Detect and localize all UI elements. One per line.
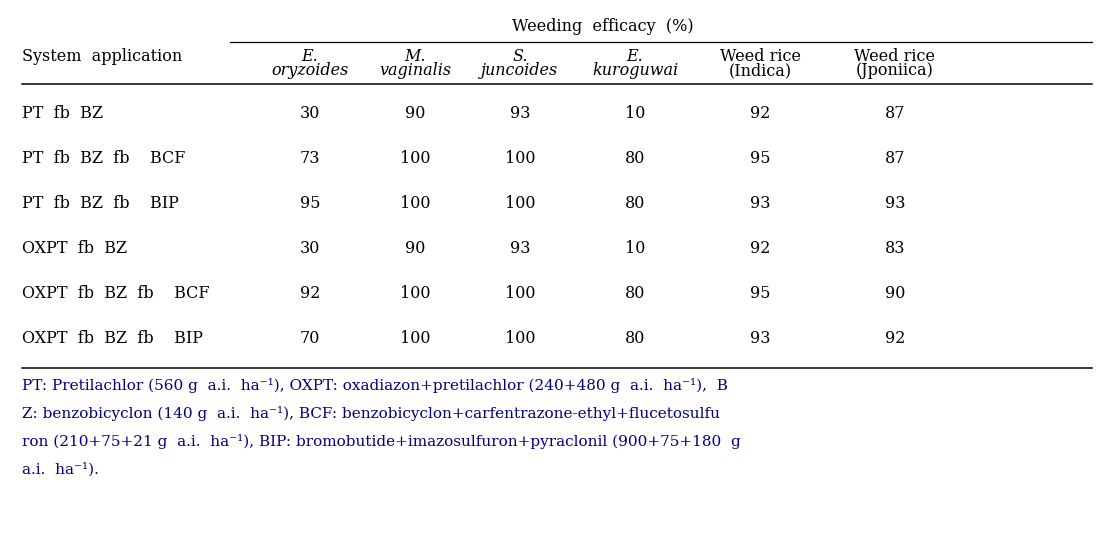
Text: 92: 92	[885, 330, 906, 347]
Text: 100: 100	[505, 195, 535, 212]
Text: PT  fb  BZ: PT fb BZ	[22, 105, 102, 122]
Text: juncoides: juncoides	[481, 62, 558, 79]
Text: 92: 92	[750, 240, 770, 257]
Text: S.: S.	[512, 48, 528, 65]
Text: 95: 95	[750, 285, 770, 302]
Text: 93: 93	[885, 195, 906, 212]
Text: 90: 90	[404, 105, 426, 122]
Text: 70: 70	[300, 330, 320, 347]
Text: 10: 10	[625, 105, 645, 122]
Text: 80: 80	[625, 150, 645, 167]
Text: Weeding  efficacy  (%): Weeding efficacy (%)	[511, 18, 693, 35]
Text: 90: 90	[404, 240, 426, 257]
Text: 100: 100	[505, 285, 535, 302]
Text: (Indica): (Indica)	[729, 62, 792, 79]
Text: OXPT  fb  BZ  fb    BIP: OXPT fb BZ fb BIP	[22, 330, 203, 347]
Text: ron (210+75+21 g  a.i.  ha⁻¹), BIP: bromobutide+imazosulfuron+pyraclonil (900+75: ron (210+75+21 g a.i. ha⁻¹), BIP: bromob…	[22, 434, 741, 449]
Text: 100: 100	[400, 285, 430, 302]
Text: 100: 100	[400, 195, 430, 212]
Text: 93: 93	[750, 195, 770, 212]
Text: System  application: System application	[22, 48, 183, 65]
Text: 80: 80	[625, 330, 645, 347]
Text: 30: 30	[300, 240, 320, 257]
Text: 87: 87	[885, 150, 906, 167]
Text: OXPT  fb  BZ: OXPT fb BZ	[22, 240, 127, 257]
Text: Weed rice: Weed rice	[854, 48, 936, 65]
Text: E.: E.	[626, 48, 644, 65]
Text: 80: 80	[625, 285, 645, 302]
Text: 87: 87	[885, 105, 906, 122]
Text: Z: benzobicyclon (140 g  a.i.  ha⁻¹), BCF: benzobicyclon+carfentrazone-ethyl+flu: Z: benzobicyclon (140 g a.i. ha⁻¹), BCF:…	[22, 406, 720, 421]
Text: 100: 100	[400, 150, 430, 167]
Text: 30: 30	[300, 105, 320, 122]
Text: PT  fb  BZ  fb    BIP: PT fb BZ fb BIP	[22, 195, 179, 212]
Text: oryzoides: oryzoides	[272, 62, 349, 79]
Text: 92: 92	[300, 285, 320, 302]
Text: PT  fb  BZ  fb    BCF: PT fb BZ fb BCF	[22, 150, 185, 167]
Text: kuroguwai: kuroguwai	[592, 62, 678, 79]
Text: 95: 95	[750, 150, 770, 167]
Text: 95: 95	[300, 195, 320, 212]
Text: 10: 10	[625, 240, 645, 257]
Text: 100: 100	[505, 150, 535, 167]
Text: E.: E.	[302, 48, 319, 65]
Text: 100: 100	[400, 330, 430, 347]
Text: OXPT  fb  BZ  fb    BCF: OXPT fb BZ fb BCF	[22, 285, 209, 302]
Text: 93: 93	[510, 240, 530, 257]
Text: 83: 83	[885, 240, 906, 257]
Text: 92: 92	[750, 105, 770, 122]
Text: 90: 90	[885, 285, 906, 302]
Text: Weed rice: Weed rice	[720, 48, 801, 65]
Text: 93: 93	[510, 105, 530, 122]
Text: 100: 100	[505, 330, 535, 347]
Text: vaginalis: vaginalis	[379, 62, 451, 79]
Text: a.i.  ha⁻¹).: a.i. ha⁻¹).	[22, 462, 99, 476]
Text: 93: 93	[750, 330, 770, 347]
Text: 80: 80	[625, 195, 645, 212]
Text: (Jponiica): (Jponiica)	[856, 62, 934, 79]
Text: 73: 73	[300, 150, 320, 167]
Text: PT: Pretilachlor (560 g  a.i.  ha⁻¹), OXPT: oxadiazon+pretilachlor (240+480 g  a: PT: Pretilachlor (560 g a.i. ha⁻¹), OXPT…	[22, 378, 727, 393]
Text: M.: M.	[404, 48, 426, 65]
